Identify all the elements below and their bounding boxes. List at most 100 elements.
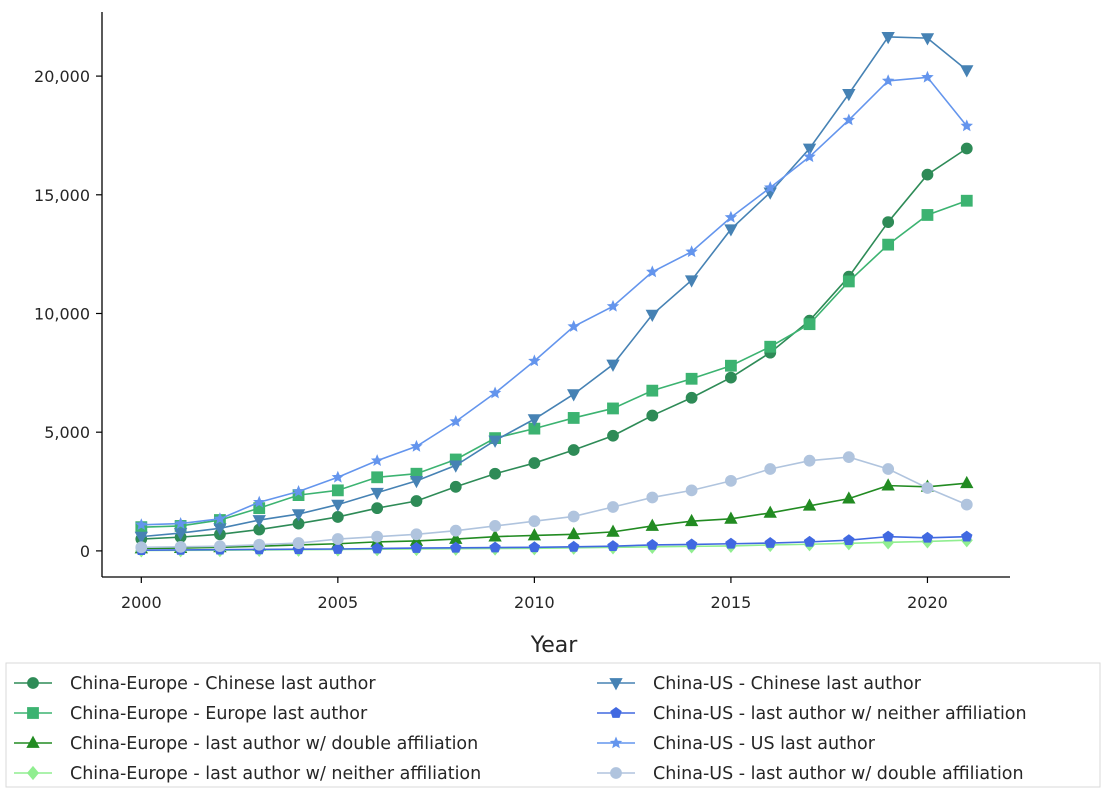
- data-point: [489, 520, 501, 532]
- data-point: [292, 484, 305, 497]
- series-layer: [134, 32, 974, 558]
- legend-label: China-Europe - last author w/ neither af…: [70, 764, 481, 784]
- data-point: [213, 512, 227, 525]
- data-point: [763, 505, 777, 518]
- data-point: [725, 359, 737, 372]
- data-point: [960, 119, 973, 132]
- data-point: [842, 275, 855, 288]
- data-point: [331, 533, 344, 545]
- x-ticks: 2000 2005 2010 2015 2020: [121, 577, 948, 612]
- x-axis-title: Year: [530, 633, 579, 658]
- legend-box: [5, 662, 1101, 788]
- data-point: [842, 451, 855, 464]
- legend-label: China-Europe - last author w/ double aff…: [70, 734, 478, 754]
- data-point: [685, 245, 698, 258]
- data-point: [882, 463, 895, 475]
- data-point: [135, 541, 148, 554]
- data-point: [410, 439, 423, 452]
- data-point: [607, 429, 619, 442]
- data-point: [489, 467, 501, 480]
- data-point: [488, 386, 502, 399]
- series-line: [141, 535, 967, 551]
- series-line: [141, 482, 967, 550]
- legend-item: China-US - Chinese last author: [597, 674, 922, 694]
- data-point: [331, 511, 344, 523]
- data-point: [489, 541, 501, 553]
- data-point: [920, 33, 935, 46]
- data-point: [607, 402, 619, 415]
- data-point: [960, 194, 973, 207]
- data-point: [881, 32, 895, 45]
- data-point: [724, 210, 738, 223]
- data-point: [724, 224, 738, 237]
- series-line: [141, 36, 968, 538]
- data-point: [567, 320, 580, 332]
- data-point: [370, 487, 384, 501]
- y-tick-label: 10,000: [34, 304, 90, 323]
- legend-marker: [27, 707, 39, 719]
- data-point: [960, 142, 973, 155]
- data-point: [370, 454, 384, 466]
- data-point: [252, 515, 266, 528]
- legend-item: China-US - US last author: [597, 734, 876, 754]
- data-point: [331, 484, 344, 497]
- x-tick-label: 2010: [514, 593, 555, 612]
- data-point: [567, 412, 580, 424]
- data-point: [292, 537, 305, 549]
- data-point: [881, 478, 895, 491]
- data-point: [843, 534, 855, 546]
- data-point: [646, 409, 659, 422]
- legend-item: China-US - last author w/ neither affili…: [597, 704, 1027, 724]
- data-point: [685, 484, 698, 497]
- data-point: [921, 482, 934, 494]
- data-point: [449, 414, 462, 427]
- x-tick-label: 2000: [121, 593, 162, 612]
- y-tick-label: 5,000: [44, 423, 90, 442]
- data-point: [527, 528, 542, 541]
- data-point: [332, 542, 344, 554]
- data-point: [174, 517, 187, 529]
- data-point: [606, 359, 620, 372]
- data-point: [882, 530, 894, 542]
- data-point: [921, 209, 934, 221]
- series-china-us-last-author-w-neither-affiliation: [135, 530, 973, 556]
- axes: [101, 12, 1010, 578]
- data-point: [803, 150, 816, 163]
- data-point: [449, 480, 462, 493]
- series-china-us-last-author-w-double-affiliation: [135, 451, 973, 554]
- legend-label: China-US - last author w/ neither affili…: [653, 704, 1027, 724]
- data-point: [685, 391, 698, 404]
- data-point: [331, 499, 345, 512]
- data-point: [842, 491, 856, 504]
- data-point: [960, 498, 973, 511]
- data-point: [253, 495, 266, 508]
- data-point: [607, 501, 619, 513]
- data-point: [409, 475, 424, 489]
- data-point: [134, 531, 148, 544]
- data-point: [371, 471, 384, 484]
- y-tick-label: 0: [80, 542, 90, 561]
- data-point: [567, 526, 581, 540]
- data-point: [921, 531, 934, 543]
- data-point: [645, 518, 659, 531]
- legend-label: China-Europe - Europe last author: [70, 704, 368, 724]
- data-point: [764, 537, 776, 548]
- data-point: [528, 515, 541, 528]
- legend-item: China-Europe - last author w/ neither af…: [14, 764, 481, 784]
- data-point: [213, 523, 227, 536]
- data-point: [567, 444, 580, 456]
- data-point: [410, 495, 423, 507]
- data-point: [331, 470, 345, 483]
- data-point: [567, 389, 581, 402]
- data-point: [291, 509, 306, 522]
- data-point: [842, 89, 856, 102]
- legend-label: China-Europe - Chinese last author: [70, 674, 376, 694]
- legend-item: China-Europe - Chinese last author: [14, 674, 376, 694]
- data-point: [763, 181, 777, 193]
- data-point: [921, 168, 934, 181]
- data-point: [961, 530, 973, 542]
- data-point: [646, 384, 659, 397]
- data-point: [645, 309, 659, 323]
- data-point: [606, 524, 620, 537]
